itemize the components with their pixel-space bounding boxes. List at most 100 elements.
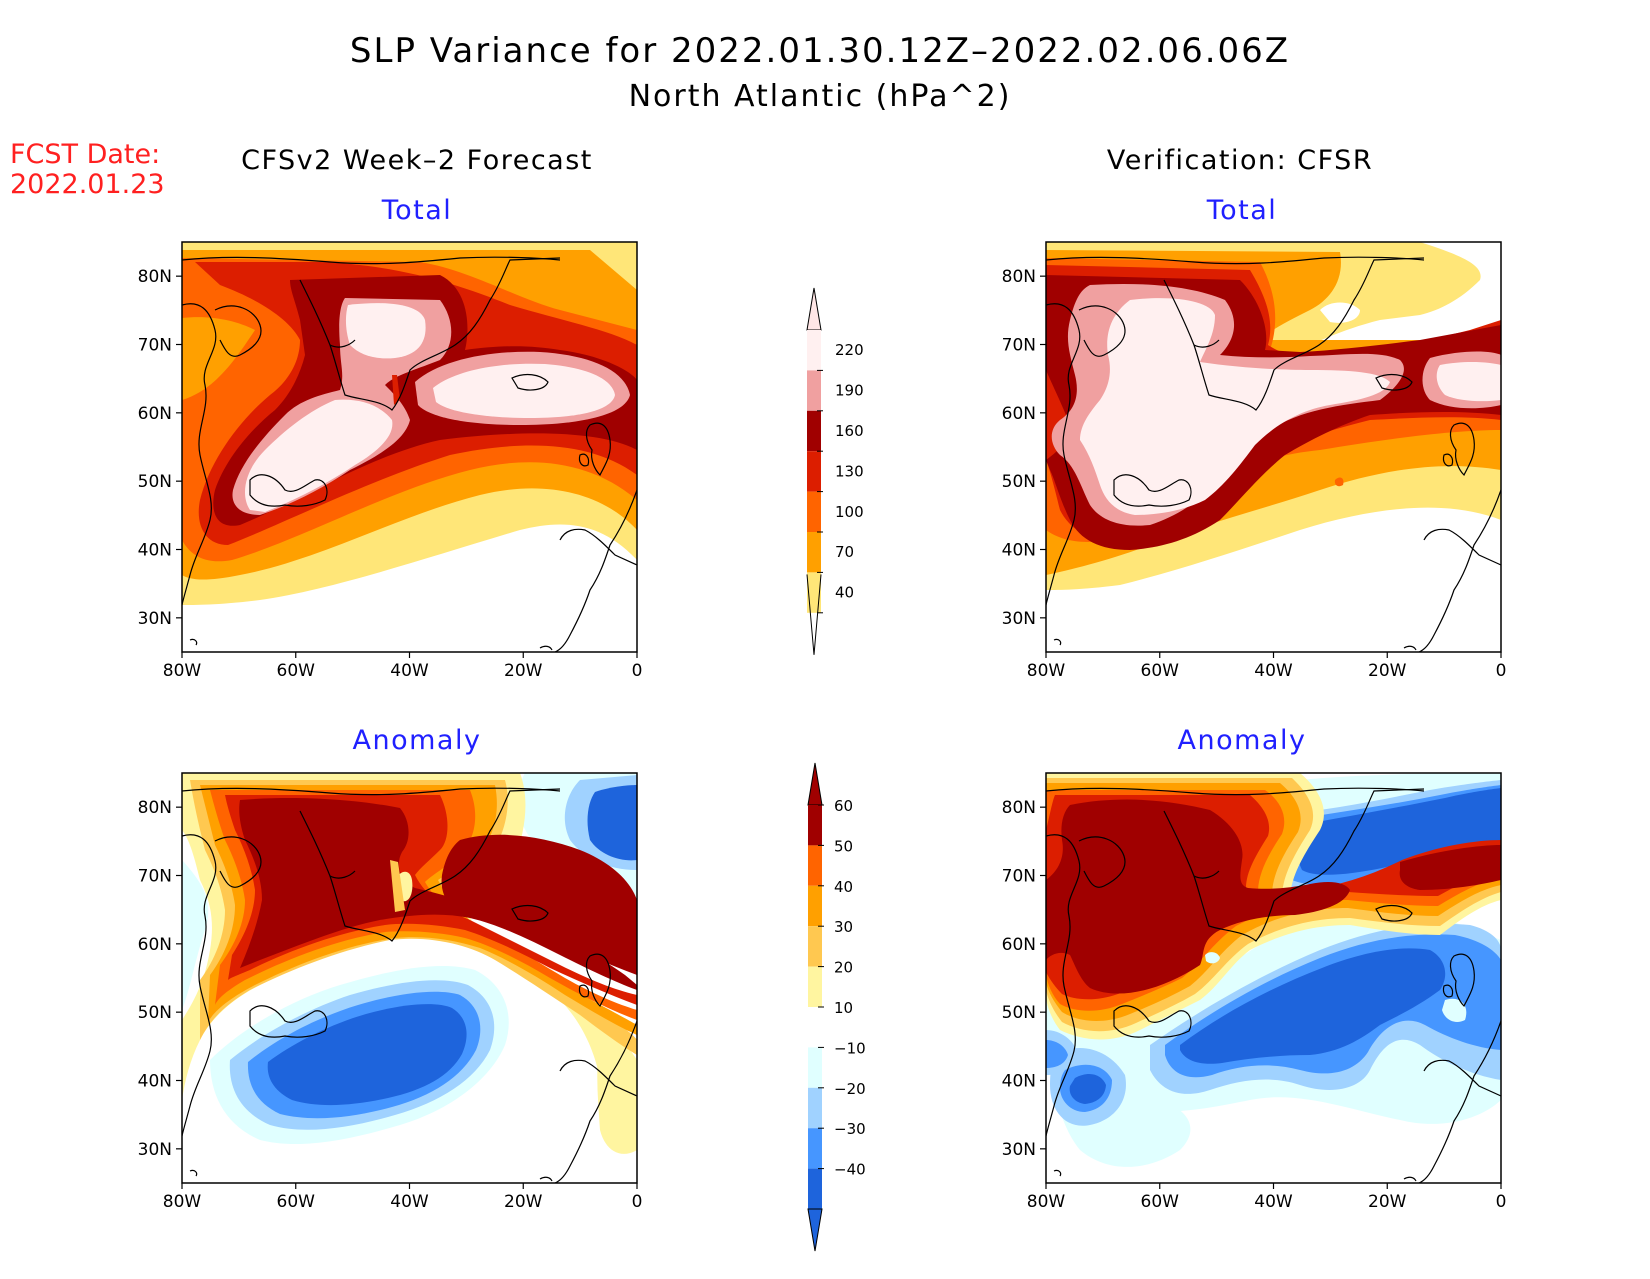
lat-tick-label: 80N — [1002, 267, 1036, 287]
colorbar-label: 100 — [835, 503, 864, 521]
lon-tick-label: 20W — [504, 661, 543, 681]
lon-tick-label: 60W — [277, 1192, 316, 1212]
colorbar-label: −30 — [834, 1120, 866, 1138]
colorbar-swatch — [807, 532, 821, 573]
lon-tick-label: 20W — [1368, 661, 1407, 681]
lat-tick-label: 30N — [138, 609, 172, 629]
lat-tick-label: 70N — [1002, 867, 1036, 887]
colorbar-bottom-arrow — [806, 574, 822, 655]
verification-anomaly-map — [1046, 773, 1501, 1183]
colorbar-label: 50 — [834, 837, 853, 855]
colorbar-label: 30 — [834, 918, 853, 936]
colorbar-bottom-arrow — [807, 1208, 823, 1252]
colorbar-label: 40 — [835, 584, 854, 602]
lat-tick-label: 70N — [1002, 336, 1036, 356]
lon-tick-label: 80W — [163, 661, 202, 681]
verification-total-map — [1046, 242, 1501, 652]
colorbar-swatch — [808, 966, 822, 1007]
colorbar-label: 60 — [834, 797, 853, 815]
colorbar-swatch — [808, 1168, 822, 1209]
colorbar-swatch — [808, 926, 822, 967]
lon-tick-label: 0 — [1496, 1192, 1507, 1212]
verification-total-label: Total — [1206, 195, 1278, 226]
colorbar-label: 10 — [834, 999, 853, 1017]
forecast-total-map — [182, 242, 637, 652]
lon-tick-label: 0 — [632, 1192, 643, 1212]
lon-tick-label: 20W — [504, 1192, 543, 1212]
lon-tick-label: 40W — [1254, 1192, 1293, 1212]
colorbar-swatch — [808, 1087, 822, 1129]
anomaly-colorbar: 60 50 40 30 20 10 −10 −20 −30 −40 — [807, 762, 866, 1252]
lon-tick-label: 60W — [1141, 661, 1180, 681]
lat-tick-label: 50N — [138, 1003, 172, 1023]
fcst-date-value: 2022.01.23 — [10, 169, 165, 200]
colorbar-label: 20 — [834, 959, 853, 977]
colorbar-label: −10 — [834, 1039, 866, 1057]
colorbar-swatch — [807, 491, 821, 532]
lat-tick-label: 80N — [1002, 798, 1036, 818]
lat-tick-label: 30N — [138, 1140, 172, 1160]
colorbar-swatch — [807, 572, 821, 613]
colorbar-label: 220 — [835, 341, 864, 359]
forecast-total-label: Total — [381, 195, 453, 226]
colorbar-label: 130 — [835, 462, 864, 480]
colorbar-swatch — [807, 330, 821, 371]
lat-tick-label: 50N — [138, 472, 172, 492]
colorbar-top-arrow — [807, 762, 823, 806]
colorbar-swatch — [807, 410, 821, 452]
colorbar-swatch — [808, 1047, 822, 1088]
lat-tick-label: 40N — [138, 1072, 172, 1092]
lon-tick-label: 0 — [1496, 661, 1507, 681]
lon-tick-label: 60W — [277, 661, 316, 681]
lon-tick-label: 20W — [1368, 1192, 1407, 1212]
lat-tick-label: 30N — [1002, 609, 1036, 629]
lat-tick-label: 80N — [138, 267, 172, 287]
colorbar-label: 40 — [834, 878, 853, 896]
total-colorbar: 220 190 160 130 100 70 40 — [806, 287, 864, 655]
lon-tick-label: 0 — [632, 661, 643, 681]
lat-tick-label: 60N — [138, 404, 172, 424]
colorbar-swatch — [807, 451, 821, 492]
colorbar-label: −40 — [834, 1161, 866, 1179]
lat-tick-label: 50N — [1002, 1003, 1036, 1023]
forecast-anomaly-map — [182, 773, 637, 1183]
lon-tick-label: 80W — [1027, 1192, 1066, 1212]
lat-tick-label: 70N — [138, 336, 172, 356]
lon-tick-label: 40W — [1254, 661, 1293, 681]
colorbar-label: −20 — [834, 1080, 866, 1098]
lat-tick-label: 60N — [138, 935, 172, 955]
colorbar-label: 70 — [835, 543, 854, 561]
lat-tick-label: 80N — [138, 798, 172, 818]
lat-tick-label: 50N — [1002, 472, 1036, 492]
fcst-date-label: FCST Date: — [10, 139, 160, 170]
lat-tick-label: 60N — [1002, 935, 1036, 955]
lat-tick-label: 30N — [1002, 1140, 1036, 1160]
lat-tick-label: 40N — [138, 541, 172, 561]
lat-tick-label: 60N — [1002, 404, 1036, 424]
lon-tick-label: 40W — [390, 1192, 429, 1212]
main-subtitle: North Atlantic (hPa^2) — [629, 79, 1012, 114]
forecast-anomaly-label: Anomaly — [353, 725, 482, 756]
lon-tick-label: 60W — [1141, 1192, 1180, 1212]
colorbar-top-arrow — [806, 287, 822, 331]
colorbar-swatch — [808, 845, 822, 886]
verification-anomaly-label: Anomaly — [1178, 725, 1307, 756]
forecast-column-title: CFSv2 Week–2 Forecast — [241, 145, 593, 176]
verification-column-title: Verification: CFSR — [1107, 145, 1373, 176]
colorbar-label: 190 — [835, 382, 864, 400]
colorbar-label: 160 — [835, 422, 864, 440]
lon-tick-label: 80W — [163, 1192, 202, 1212]
colorbar-swatch — [808, 885, 822, 927]
lat-tick-label: 70N — [138, 867, 172, 887]
lat-tick-label: 40N — [1002, 541, 1036, 561]
map-axes: 80N 70N 60N 50N 40N 30N 80W 60W 40W 20W 0 80N 70N 60N… — [138, 267, 1507, 1212]
colorbar-swatch — [808, 805, 822, 846]
lon-tick-label: 40W — [390, 661, 429, 681]
colorbar-swatch — [807, 370, 821, 411]
lat-tick-label: 40N — [1002, 1072, 1036, 1092]
colorbar-swatch — [808, 1128, 822, 1169]
lon-tick-label: 80W — [1027, 661, 1066, 681]
main-title: SLP Variance for 2022.01.30.12Z–2022.02.… — [350, 31, 1290, 71]
